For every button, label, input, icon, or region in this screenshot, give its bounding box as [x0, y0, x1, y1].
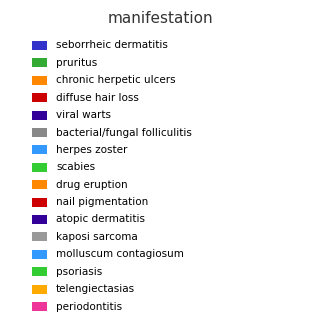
Text: diffuse hair loss: diffuse hair loss [56, 93, 139, 103]
Bar [32, 198, 47, 207]
Bar [32, 41, 47, 50]
Text: molluscum contagiosum: molluscum contagiosum [56, 249, 184, 259]
Text: manifestation: manifestation [107, 11, 213, 26]
Bar [32, 76, 47, 85]
Bar [32, 128, 47, 137]
Text: scabies: scabies [56, 162, 95, 172]
Bar [32, 267, 47, 276]
Text: atopic dermatitis: atopic dermatitis [56, 214, 145, 225]
Text: periodontitis: periodontitis [56, 301, 122, 311]
Text: bacterial/fungal folliculitis: bacterial/fungal folliculitis [56, 127, 192, 138]
Text: seborrheic dermatitis: seborrheic dermatitis [56, 41, 168, 51]
Text: herpes zoster: herpes zoster [56, 145, 127, 155]
Text: drug eruption: drug eruption [56, 180, 128, 190]
Text: telengiectasias: telengiectasias [56, 284, 135, 294]
Bar [32, 250, 47, 259]
Bar [32, 284, 47, 293]
Bar [32, 302, 47, 311]
Text: chronic herpetic ulcers: chronic herpetic ulcers [56, 75, 176, 85]
Text: kaposi sarcoma: kaposi sarcoma [56, 232, 138, 242]
Text: viral warts: viral warts [56, 110, 111, 120]
Text: pruritus: pruritus [56, 58, 97, 68]
Bar [32, 232, 47, 241]
Bar [32, 180, 47, 189]
Bar [32, 163, 47, 172]
Bar [32, 215, 47, 224]
Text: psoriasis: psoriasis [56, 267, 102, 277]
Text: nail pigmentation: nail pigmentation [56, 197, 148, 207]
Bar [32, 145, 47, 154]
Bar [32, 59, 47, 68]
Bar [32, 111, 47, 120]
Bar [32, 93, 47, 102]
